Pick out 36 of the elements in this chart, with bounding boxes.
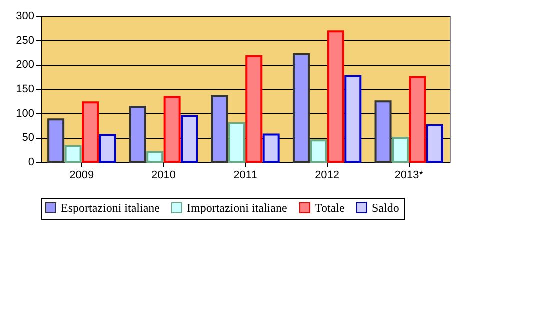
y-tick-label: 250 bbox=[16, 34, 34, 47]
y-tick-label: 200 bbox=[16, 59, 34, 72]
x-tick-label: 2010 bbox=[151, 170, 176, 182]
legend-label: Esportazioni italiane bbox=[61, 201, 160, 215]
bar bbox=[409, 76, 426, 163]
bar bbox=[228, 122, 246, 163]
bar bbox=[129, 106, 146, 163]
bar bbox=[146, 151, 164, 163]
bar bbox=[48, 118, 65, 163]
bar bbox=[82, 102, 100, 163]
bar bbox=[181, 115, 198, 163]
x-tick-label: 2013* bbox=[394, 170, 424, 182]
legend-label: Saldo bbox=[372, 201, 400, 215]
y-tick-label: 50 bbox=[22, 132, 34, 144]
bar bbox=[327, 30, 344, 163]
bar bbox=[164, 96, 181, 163]
x-tick-label: 2011 bbox=[234, 170, 258, 182]
bar bbox=[374, 100, 392, 163]
bar bbox=[64, 145, 82, 163]
y-tick-label: 300 bbox=[16, 10, 34, 22]
bar bbox=[292, 53, 310, 163]
bar bbox=[426, 124, 444, 163]
bar bbox=[392, 137, 409, 163]
bar bbox=[344, 75, 362, 163]
bar bbox=[246, 55, 263, 163]
bar bbox=[310, 140, 328, 163]
y-tick-label: 150 bbox=[16, 84, 34, 96]
bar bbox=[262, 134, 280, 163]
legend-label: Totale bbox=[315, 201, 345, 215]
bar bbox=[99, 134, 116, 163]
y-tick-label: 0 bbox=[28, 156, 34, 168]
y-tick-label: 100 bbox=[16, 108, 34, 120]
legend-label: Importazioni italiane bbox=[187, 201, 288, 215]
bar bbox=[211, 95, 228, 163]
x-tick-label: 2009 bbox=[70, 170, 94, 182]
x-tick-label: 2012 bbox=[315, 170, 340, 182]
